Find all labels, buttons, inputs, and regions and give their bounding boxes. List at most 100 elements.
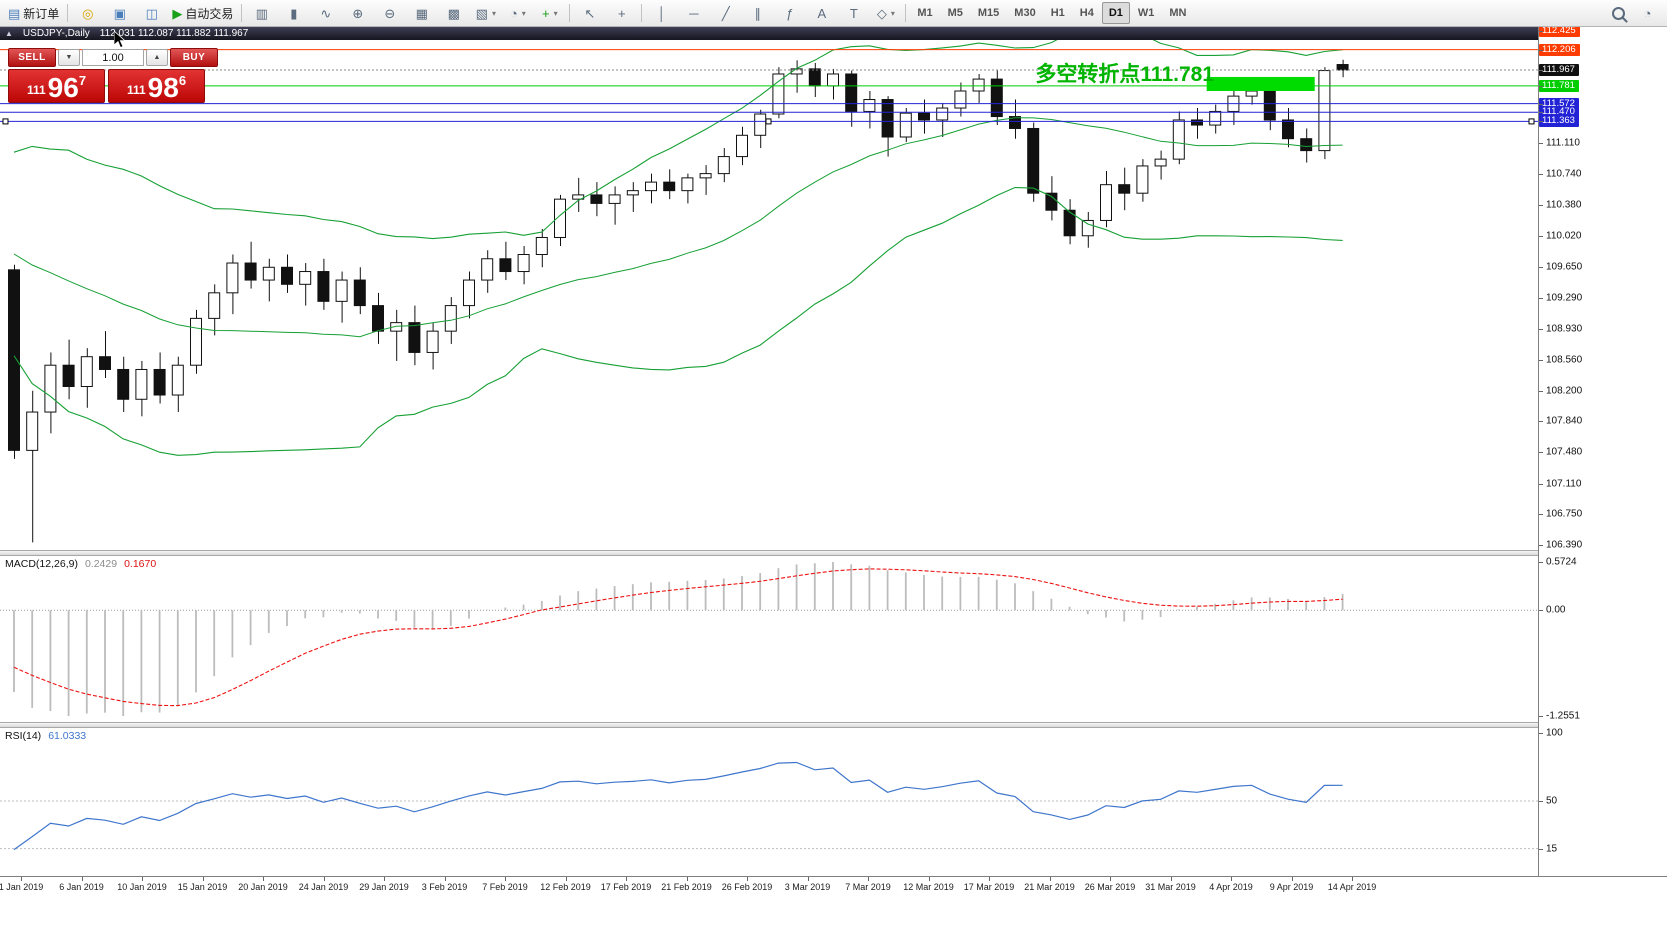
search-icon[interactable]	[1612, 6, 1625, 20]
annotation-text[interactable]: 多空转折点111.781	[1035, 63, 1214, 86]
horizontal-line-tool-button[interactable]: ─	[678, 1, 709, 25]
panel-separator[interactable]	[0, 550, 1667, 556]
toolbar: ▤ 新订单 ◎ ▣ ◫ ▶ 自动交易 ▥ ▮ ∿ ⊕ ⊖ ▦ ▩ ▧ ▾ ◔ ▾ + ▾ ↖ + │ ─ ╱ ∥ ƒ A T ◇ ▾ M1 M5…	[0, 0, 1667, 27]
crosshair-tool-button[interactable]: +	[606, 1, 637, 25]
candle-body	[972, 78, 985, 92]
timeframe-h1[interactable]: H1	[1050, 7, 1065, 19]
new-order-button[interactable]: ▤ 新订单	[4, 1, 63, 25]
fibonacci-tool-button[interactable]: ƒ	[774, 1, 805, 25]
chart-title-bar[interactable]: ▲ USDJPY-,Daily 112.031 112.087 111.882 …	[0, 27, 1538, 40]
timeframe-m30[interactable]: M30	[1014, 7, 1036, 19]
toolbar-separator	[569, 4, 571, 22]
candle-body	[1009, 116, 1021, 129]
buy-button[interactable]: BUY	[170, 48, 218, 67]
sell-price-display[interactable]: 111 96 7	[8, 69, 105, 103]
rsi-label: RSI(14) 61.0333	[5, 730, 86, 742]
date-tick	[384, 877, 385, 881]
new-chart-button[interactable]: ▧ ▾	[470, 1, 501, 25]
candle-body	[717, 156, 730, 175]
toolbar-separator	[905, 4, 907, 22]
date-label: 4 Apr 2019	[1209, 882, 1253, 892]
candle-body	[408, 322, 421, 353]
rsi-canvas[interactable]	[0, 728, 1538, 876]
candlestick-chart-icon: ▮	[290, 5, 298, 21]
line-selection-handle[interactable]	[2, 118, 9, 125]
line-selection-handle[interactable]	[1528, 118, 1535, 125]
right-axis-column[interactable]: 111.110 110.740 110.380 110.020 109.650 109.2…	[1538, 27, 1667, 876]
bollinger-bands-group	[13, 40, 1343, 456]
shapes-tool-button[interactable]: ◇ ▾	[870, 1, 901, 25]
trendline-tool-button[interactable]: ╱	[710, 1, 741, 25]
price-tag-111.781: 111.781	[1539, 79, 1579, 92]
profiles-button[interactable]: ▣	[104, 1, 135, 25]
axis-tick	[1539, 716, 1543, 717]
axis-tick	[1539, 49, 1543, 51]
volume-decrease-button[interactable]: ▼	[58, 49, 80, 66]
candle-body	[481, 258, 494, 281]
highlight-rectangle[interactable]	[1206, 76, 1315, 92]
arrange-windows-icon: ▩	[447, 5, 460, 21]
axis-tick	[1539, 235, 1543, 237]
price-axis-label: 107.480	[1546, 446, 1583, 458]
toolbar-separator	[67, 4, 69, 22]
timeframe-m15[interactable]: M15	[977, 7, 1000, 19]
charts-window-button[interactable]: ◫	[136, 1, 167, 25]
price-chart-canvas[interactable]	[0, 40, 1538, 550]
collapse-triangle-icon[interactable]: ▲	[5, 29, 13, 38]
sell-button[interactable]: SELL	[8, 48, 56, 67]
autotrading-button[interactable]: ▶ 自动交易	[168, 1, 237, 25]
community-button[interactable]: ◔	[1632, 1, 1663, 25]
candle-body	[426, 330, 439, 353]
arrange-windows-button[interactable]: ▩	[438, 1, 469, 25]
candle-body	[1027, 127, 1040, 194]
candle-body	[845, 73, 858, 112]
timeframe-mn[interactable]: MN	[1169, 7, 1187, 19]
cursor-tool-button[interactable]: ↖	[574, 1, 605, 25]
timeframe-d1[interactable]: D1	[1101, 2, 1130, 24]
candlestick-chart-button[interactable]: ▮	[278, 1, 309, 25]
timeframe-w1[interactable]: W1	[1137, 7, 1155, 19]
label-tool-button[interactable]: T	[838, 1, 869, 25]
date-label: 7 Mar 2019	[845, 882, 891, 892]
compass-button[interactable]: ◎	[72, 1, 103, 25]
volume-increase-button[interactable]: ▲	[146, 49, 168, 66]
axis-tick	[1539, 562, 1543, 563]
indicators-button[interactable]: + ▾	[534, 1, 565, 25]
tile-windows-button[interactable]: ▦	[406, 1, 437, 25]
zoom-out-button[interactable]: ⊖	[374, 1, 405, 25]
volume-input[interactable]	[82, 49, 144, 66]
line-chart-button[interactable]: ∿	[310, 1, 341, 25]
channel-tool-button[interactable]: ∥	[742, 1, 773, 25]
candle-body	[990, 78, 1003, 118]
zoom-in-button[interactable]: ⊕	[342, 1, 373, 25]
buy-price-main: 98	[147, 72, 179, 103]
buy-price-display[interactable]: 111 98 6	[108, 69, 205, 103]
text-tool-button[interactable]: A	[806, 1, 837, 25]
candle-body	[918, 112, 930, 121]
periods-button[interactable]: ◔ ▾	[502, 1, 533, 25]
sell-price-pip: 7	[78, 73, 87, 88]
candle-body	[117, 368, 130, 400]
periods-icon: ◔	[509, 5, 518, 21]
vertical-line-tool-button[interactable]: │	[646, 1, 677, 25]
line-selection-handle[interactable]	[765, 118, 772, 125]
date-tick	[1049, 877, 1051, 881]
candle-body	[171, 364, 184, 396]
candle-body	[44, 364, 57, 413]
macd-canvas[interactable]	[0, 556, 1538, 722]
bar-chart-button[interactable]: ▥	[246, 1, 277, 25]
axis-tick	[1539, 848, 1543, 850]
timeframe-h4[interactable]: H4	[1079, 7, 1094, 19]
timeframe-m5[interactable]: M5	[947, 7, 963, 19]
autotrading-icon: ▶	[172, 5, 183, 21]
time-axis[interactable]: 1 Jan 2019 6 Jan 2019 10 Jan 2019 15 Jan 20…	[0, 876, 1667, 901]
timeframe-m1[interactable]: M1	[917, 7, 933, 19]
date-tick	[686, 877, 688, 881]
text-tool-icon: A	[817, 5, 827, 21]
chevron-down-icon: ▾	[491, 8, 496, 18]
axis-tick	[1539, 421, 1543, 423]
date-label: 17 Mar 2019	[963, 882, 1015, 892]
date-tick	[1170, 877, 1172, 881]
macd-axis-label: -1.2551	[1546, 710, 1580, 722]
panel-separator[interactable]	[0, 722, 1667, 728]
